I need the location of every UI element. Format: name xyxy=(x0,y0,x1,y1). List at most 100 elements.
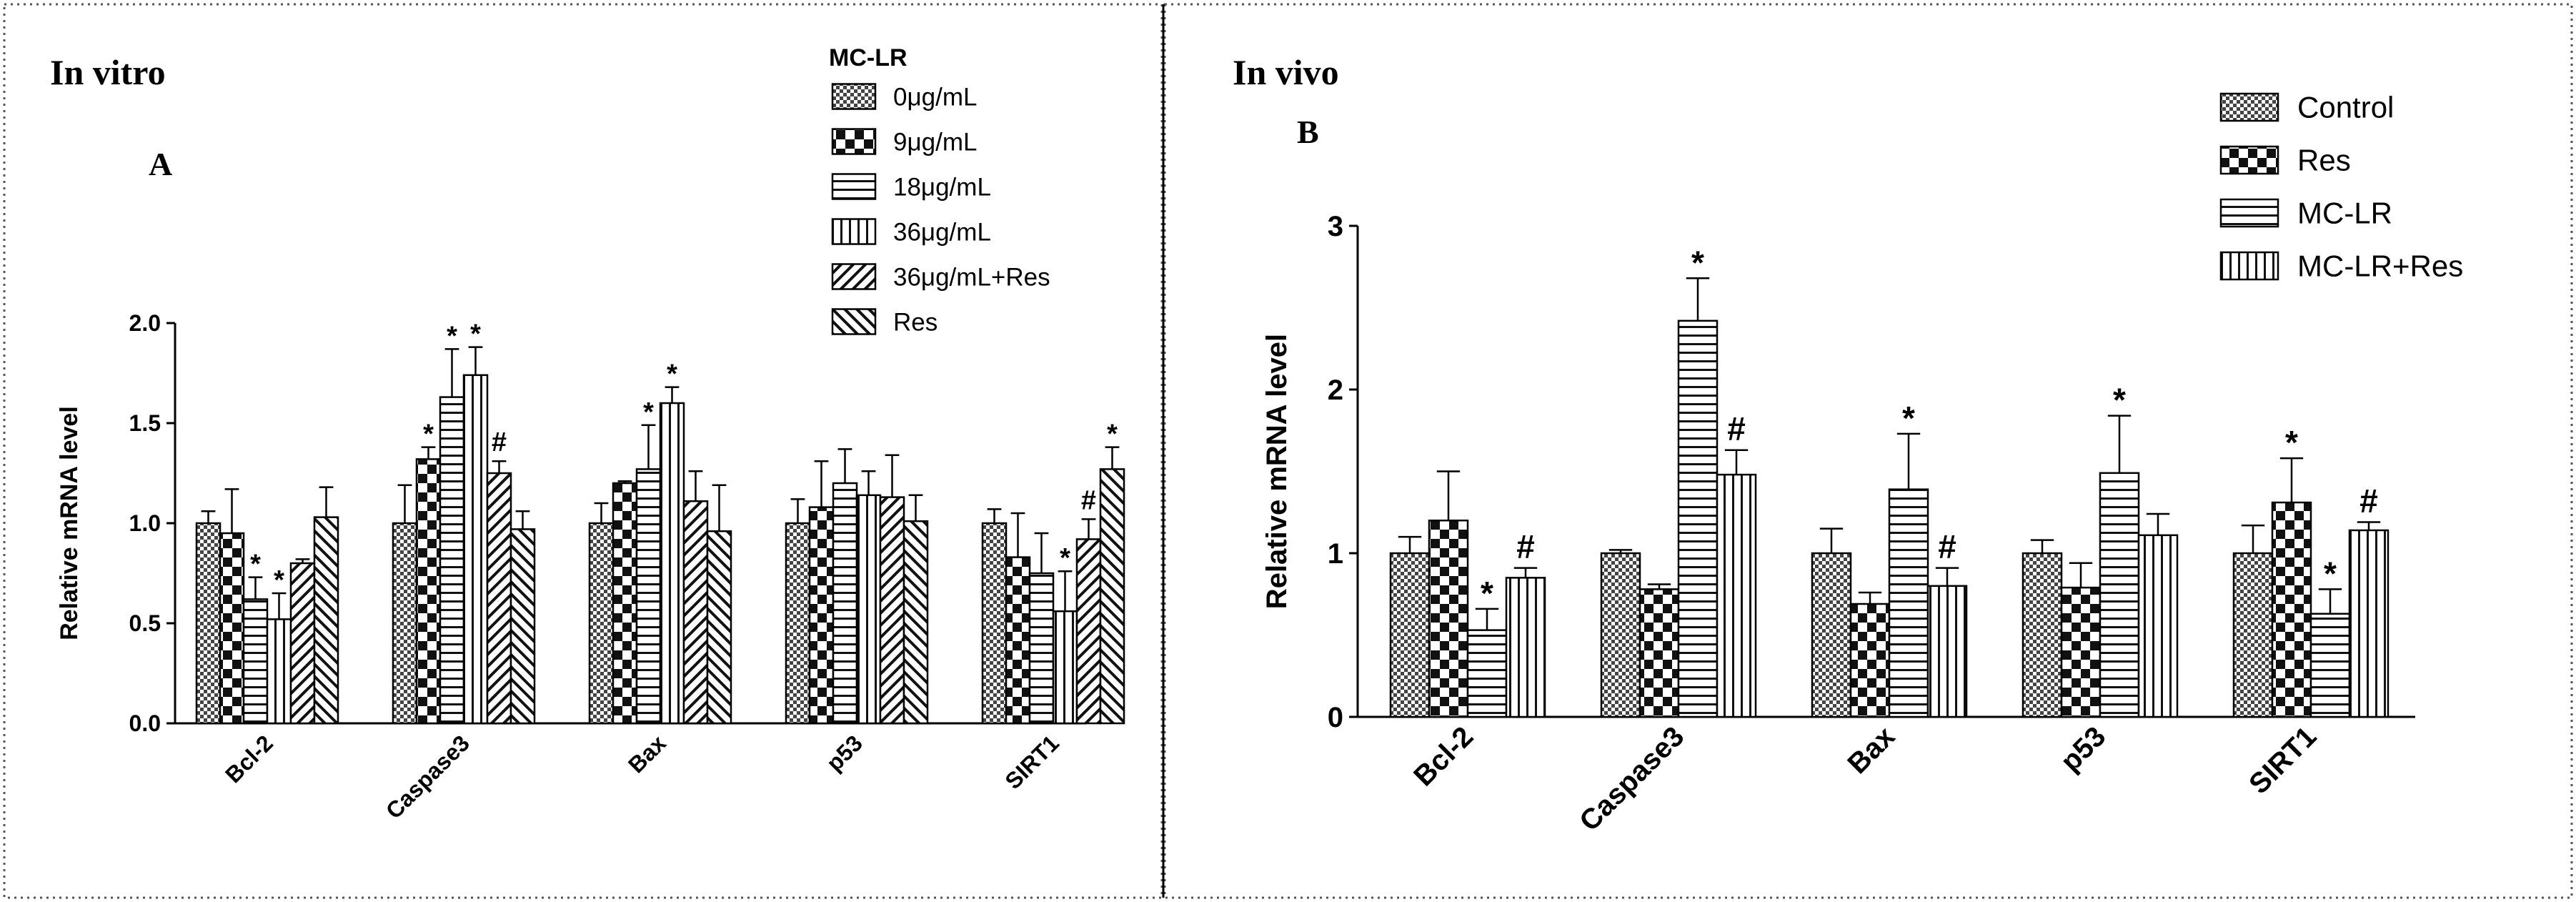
x-category-label: p53 xyxy=(822,730,867,775)
significance-mark: # xyxy=(1081,485,1096,515)
panel-b-heading: In vivo xyxy=(1233,52,1339,92)
bar xyxy=(855,494,882,725)
legend-swatch xyxy=(831,173,877,200)
x-category-label: Bax xyxy=(623,730,671,778)
significance-mark: * xyxy=(2285,424,2298,461)
bar xyxy=(902,520,929,725)
x-category-label: p53 xyxy=(2055,720,2112,778)
legend-title: MC-LR xyxy=(829,44,907,71)
y-axis-label: Relative mRNA level xyxy=(56,406,83,640)
x-category-label: SIRT1 xyxy=(1000,730,1064,794)
bar xyxy=(2271,501,2312,718)
y-tick-label: 0.5 xyxy=(129,610,161,636)
x-category-label: Bcl-2 xyxy=(220,730,278,788)
bar xyxy=(1428,519,1469,718)
bar xyxy=(1075,538,1102,725)
bar xyxy=(313,516,339,725)
x-category-label: Caspase3 xyxy=(381,730,474,823)
y-tick-label: 3 xyxy=(1328,211,1343,242)
significance-mark: * xyxy=(1060,543,1070,573)
bar xyxy=(219,532,245,725)
bar xyxy=(2232,552,2274,718)
bar xyxy=(2099,472,2140,718)
legend-swatch xyxy=(2219,92,2279,122)
legend-swatch xyxy=(831,128,877,155)
bar xyxy=(1466,629,1508,718)
panel-b-label: B xyxy=(1297,114,1319,150)
significance-mark: # xyxy=(1516,528,1535,565)
x-category-label: Bax xyxy=(1841,720,1901,780)
legend-swatch xyxy=(2219,145,2279,175)
significance-mark: * xyxy=(250,550,261,580)
chart-in-vitro: 0.0 0.5 1.0 1.5 2.0 Relative mRNA level * * Bcl-… xyxy=(56,44,1125,824)
significance-mark: * xyxy=(2113,382,2126,419)
legend-entry: MC-LR xyxy=(2297,197,2392,230)
bar xyxy=(981,522,1008,725)
y-tick-label: 1 xyxy=(1328,538,1343,570)
bar xyxy=(2021,552,2063,718)
legend-swatch xyxy=(2219,251,2279,281)
y-tick-label: 2.0 xyxy=(129,310,161,336)
bar xyxy=(659,402,685,725)
panel-b-frame xyxy=(1163,3,2573,899)
legend-entry: Control xyxy=(2297,91,2394,124)
bar xyxy=(588,522,615,725)
significance-mark: * xyxy=(1107,420,1118,450)
bar xyxy=(612,482,638,725)
panel-a-frame xyxy=(3,3,1163,899)
bar xyxy=(439,396,465,725)
legend-entry: MC-LR+Res xyxy=(2297,249,2463,283)
y-tick-label: 0.0 xyxy=(129,710,161,736)
legend-swatch xyxy=(831,83,877,110)
y-tick-label: 1.0 xyxy=(129,510,161,536)
bar xyxy=(195,522,222,725)
x-category-label: SIRT1 xyxy=(2243,720,2322,800)
legend-entry: Res xyxy=(2297,144,2351,177)
legend-entry: 0μg/mL xyxy=(893,83,977,111)
significance-mark: # xyxy=(1938,528,1956,565)
significance-mark: * xyxy=(274,565,284,595)
significance-mark: * xyxy=(423,420,434,450)
y-tick-label: 1.5 xyxy=(129,410,161,436)
significance-mark: * xyxy=(667,360,677,390)
significance-mark: * xyxy=(1691,244,1704,281)
significance-mark: * xyxy=(2324,555,2337,592)
bar xyxy=(2348,529,2389,718)
bar xyxy=(415,458,442,725)
y-tick-label: 0 xyxy=(1328,702,1343,733)
legend-entry: 36μg/mL+Res xyxy=(893,263,1050,291)
bar xyxy=(1888,488,1929,718)
bar xyxy=(832,482,858,725)
bar xyxy=(635,468,662,725)
legend-swatch xyxy=(831,263,877,290)
bar xyxy=(2309,613,2351,718)
bar xyxy=(879,496,905,725)
x-category-label: Caspase3 xyxy=(1573,720,1690,837)
bar xyxy=(509,528,536,725)
legend-swatch xyxy=(2219,198,2279,228)
bar xyxy=(1811,552,1852,718)
bar xyxy=(392,522,418,725)
significance-mark: * xyxy=(1902,400,1915,437)
bar xyxy=(1005,556,1031,725)
significance-mark: # xyxy=(492,427,507,457)
bar xyxy=(1716,473,1757,718)
chart-in-vivo: 0 1 2 3 Relative mRNA level * # Bcl-2 * # Caspase3… xyxy=(1261,91,2463,838)
y-tick-label: 2 xyxy=(1328,375,1343,406)
bar xyxy=(242,598,269,725)
bar xyxy=(1505,577,1546,718)
bar xyxy=(682,500,709,725)
bar xyxy=(1028,572,1055,725)
bar xyxy=(1600,552,1641,718)
legend-entry: Res xyxy=(893,308,938,336)
significance-mark: * xyxy=(1481,575,1493,612)
bar xyxy=(2060,586,2102,718)
significance-mark: # xyxy=(2359,482,2378,519)
significance-mark: # xyxy=(1727,410,1746,447)
legend-entry: 18μg/mL xyxy=(893,173,991,201)
legend-entry: 9μg/mL xyxy=(893,128,977,156)
bar xyxy=(289,562,316,725)
legend-entry: 36μg/mL xyxy=(893,218,991,246)
significance-mark: * xyxy=(470,319,481,350)
bar xyxy=(785,522,811,725)
